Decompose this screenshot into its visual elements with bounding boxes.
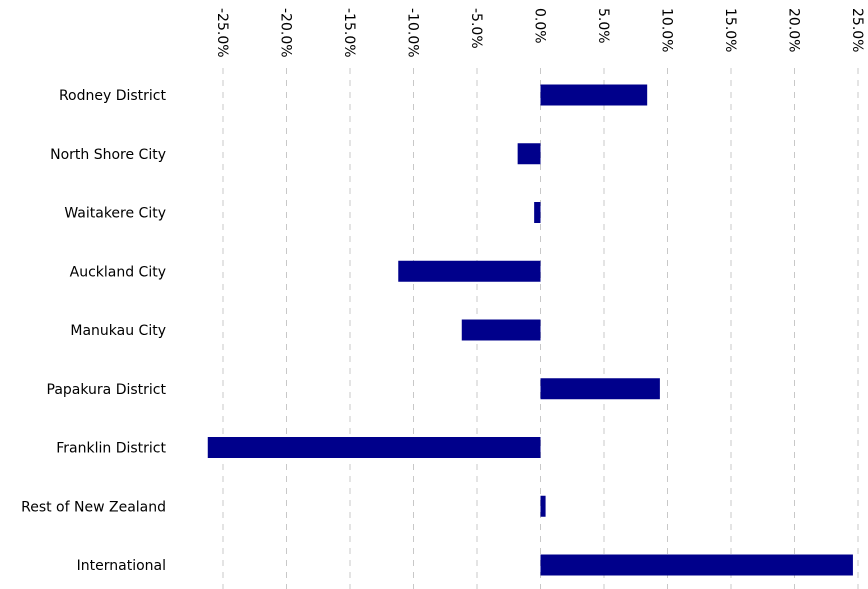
bar bbox=[540, 378, 660, 400]
bar bbox=[534, 202, 541, 223]
category-label: Rest of New Zealand bbox=[21, 499, 166, 515]
category-label: Auckland City bbox=[70, 264, 166, 280]
x-tick-label: -10.0% bbox=[405, 8, 421, 58]
x-tick-label: 10.0% bbox=[659, 8, 675, 52]
category-label: Waitakere City bbox=[64, 206, 166, 222]
x-tick-label: 5.0% bbox=[595, 8, 611, 44]
bars bbox=[207, 84, 853, 576]
x-tick-label: -15.0% bbox=[341, 8, 357, 58]
x-tick-label: -5.0% bbox=[468, 8, 484, 49]
category-label: Manukau City bbox=[70, 323, 166, 339]
x-tick-label: -20.0% bbox=[278, 8, 294, 58]
x-axis-ticks: -25.0% -20.0% -15.0% -10.0% -5.0% 0.0% 5.0% 10.… bbox=[214, 8, 865, 58]
x-tick-label: 15.0% bbox=[722, 8, 738, 52]
x-tick-label: -25.0% bbox=[214, 8, 230, 58]
category-label: Rodney District bbox=[59, 88, 167, 104]
category-labels: Rodney District North Shore City Waitakere… bbox=[21, 88, 166, 574]
bar bbox=[461, 319, 541, 341]
category-label: North Shore City bbox=[50, 147, 166, 163]
bar bbox=[540, 554, 853, 576]
bar bbox=[398, 260, 541, 282]
bar bbox=[517, 143, 541, 165]
x-tick-label: 25.0% bbox=[849, 8, 865, 52]
category-label: International bbox=[77, 558, 166, 574]
grid-lines bbox=[222, 68, 859, 589]
category-label: Papakura District bbox=[47, 382, 167, 398]
bar bbox=[207, 437, 541, 458]
x-tick-label: 0.0% bbox=[532, 8, 548, 44]
bar bbox=[540, 84, 648, 106]
x-tick-label: 20.0% bbox=[786, 8, 802, 52]
bar bbox=[540, 495, 546, 517]
category-label: Franklin District bbox=[56, 441, 166, 457]
